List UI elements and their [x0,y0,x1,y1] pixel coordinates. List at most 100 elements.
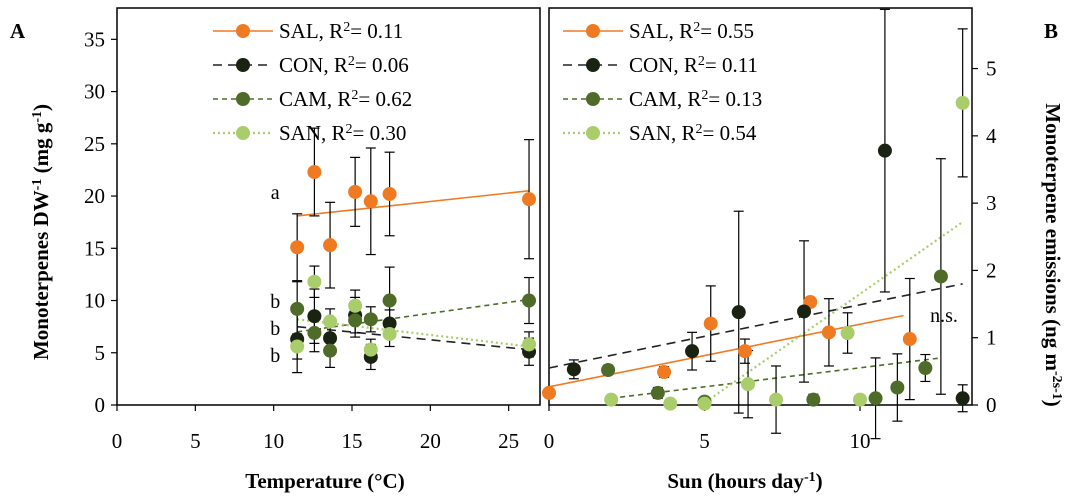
x-tick-label: 0 [544,429,555,453]
point-con [323,331,338,346]
point-san [290,339,305,354]
legend-marker [586,92,600,106]
y-tick-label: 10 [84,289,105,313]
legend-marker [586,24,600,38]
point-san [363,342,378,357]
trend-line-san [700,221,964,406]
y-tick-label: 3 [986,191,997,215]
point-cam [933,269,948,284]
point-san [604,392,619,407]
panel-a-frame [116,7,541,406]
point-san [307,274,322,289]
point-cam [307,325,322,340]
point-sal [522,192,537,207]
point-sal [902,332,917,347]
point-cam [890,380,905,395]
point-san [663,396,678,411]
legend-entry-cam: CAM, R2= 0.62 [213,87,412,111]
point-sal [821,325,836,340]
trend-line-cam [297,298,530,333]
trend-line-sal [297,190,530,217]
panel-a-x-axis-title: Temperature (°C) [245,469,404,493]
x-tick-label: 0 [112,429,123,453]
point-cam [868,391,883,406]
point-san [382,326,397,341]
legend-entry-con: CON, R2= 0.06 [213,53,409,77]
legend-marker [236,24,250,38]
y-tick-label: 4 [986,124,997,148]
point-cam [918,360,933,375]
panel-a-y-axis-title: Monoterpenes DW-1 (mg g-1) [29,104,53,360]
point-sal [703,316,718,331]
legend-label: CON, R2= 0.06 [279,53,409,77]
legend-marker [236,58,250,72]
panel-a-legend: SAL, R2= 0.11 CON, R2= 0.06 CAM, R2= 0.62 S… [213,19,412,145]
point-sal [382,186,397,201]
point-cam [601,363,616,378]
legend-label: SAL, R2= 0.55 [629,19,754,43]
point-san [741,377,756,392]
y-tick-label: 1 [986,326,997,350]
x-tick-label: 10 [263,429,284,453]
trend-line-con [548,283,963,369]
point-con [566,362,581,377]
y-tick-label: 15 [84,236,105,260]
y-tick-label: 25 [84,132,105,156]
panel-b-x-axis-title: Sun (hours day-1) [667,469,822,493]
panel-a-axes: 0 5 10 15 20 25 0 5 10 15 20 25 30 35 [84,27,519,453]
point-sal [290,240,305,255]
y-tick-label: 30 [84,80,105,104]
legend-entry-sal: SAL, R2= 0.55 [563,19,754,43]
x-tick-label: 10 [850,429,871,453]
point-san [323,314,338,329]
point-sal [307,165,322,180]
panel-a-letter: A [10,19,26,43]
legend-entry-san: SAN, R2= 0.30 [213,121,406,145]
legend-label: CON, R2= 0.11 [629,53,758,77]
point-san [840,326,855,341]
x-tick-label: 15 [342,429,363,453]
y-tick-label: 0 [986,393,997,417]
x-tick-label: 25 [498,429,519,453]
panel-b-frame [548,7,973,406]
legend-marker [236,92,250,106]
panel-b-axes: 0 5 10 0 1 2 3 4 5 [544,57,997,453]
point-sal [657,365,672,380]
y-tick-label: 2 [986,258,997,282]
point-cam [522,293,537,308]
point-con [307,309,322,324]
legend-label: SAN, R2= 0.30 [279,121,406,145]
y-tick-label: 35 [84,27,105,51]
point-san [697,396,712,411]
x-tick-label: 5 [699,429,710,453]
legend-marker [586,126,600,140]
point-san [348,298,363,313]
annotation-label: a [271,182,280,204]
point-con [797,304,812,319]
point-con [382,316,397,331]
legend-label: CAM, R2= 0.13 [629,87,762,111]
point-san [853,392,868,407]
point-con [685,344,700,359]
y-tick-label: 0 [95,393,106,417]
point-cam [650,385,665,400]
point-san [769,392,784,407]
point-cam [806,392,821,407]
point-sal [348,184,363,199]
legend-entry-sal: SAL, R2= 0.11 [213,19,403,43]
x-tick-label: 5 [190,429,201,453]
panel-a-points [290,165,537,364]
point-san [955,95,970,110]
legend-marker [236,126,250,140]
trend-line-con [297,325,530,351]
panel-b-letter: B [1044,19,1058,43]
legend-entry-san: SAN, R2= 0.54 [563,121,757,145]
point-cam [382,293,397,308]
annotation-label: n.s. [930,305,958,327]
point-cam [290,301,305,316]
legend-label: CAM, R2= 0.62 [279,87,412,111]
